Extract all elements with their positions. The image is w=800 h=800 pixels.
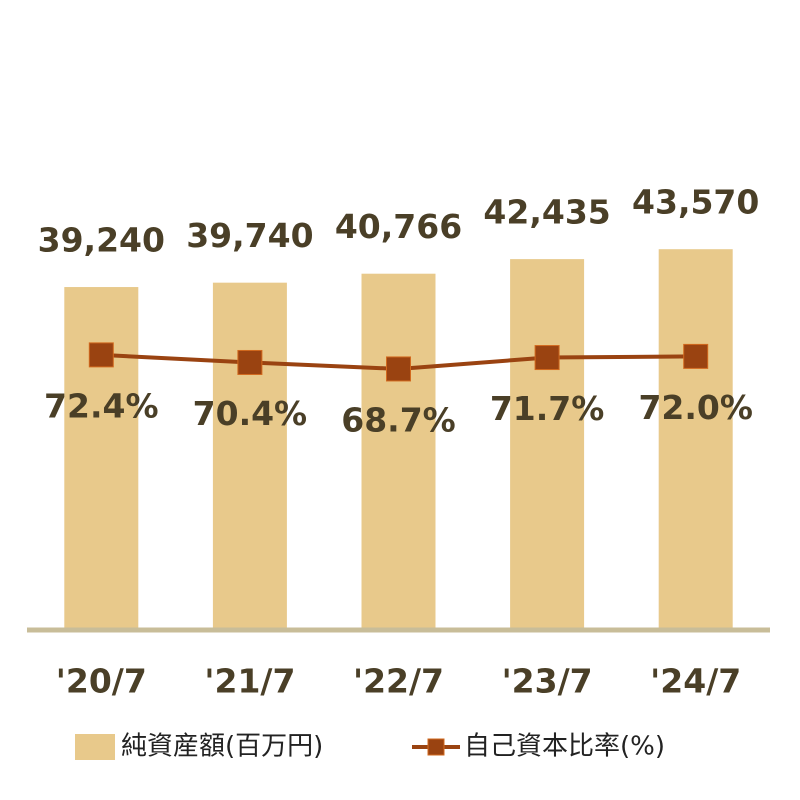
line-value-label: 72.0% bbox=[638, 388, 753, 427]
marker bbox=[88, 342, 114, 368]
bar-value-label: 43,570 bbox=[632, 183, 759, 222]
bar bbox=[212, 282, 287, 630]
legend-marker bbox=[427, 738, 445, 756]
legend-label: 自己資本比率(%) bbox=[464, 732, 665, 762]
bar-value-label: 39,240 bbox=[38, 221, 165, 260]
x-tick-label: '22/7 bbox=[353, 662, 444, 701]
bar-value-label: 40,766 bbox=[335, 207, 462, 246]
legend-swatch bbox=[75, 734, 115, 760]
line-value-label: 72.4% bbox=[44, 386, 159, 425]
marker bbox=[237, 349, 263, 375]
bar-value-label: 39,740 bbox=[186, 216, 313, 255]
marker bbox=[386, 356, 411, 382]
line-value-label: 71.7% bbox=[490, 389, 605, 428]
marker bbox=[683, 343, 709, 369]
x-tick-label: '23/7 bbox=[502, 662, 593, 701]
line-value-label: 70.4% bbox=[193, 394, 308, 433]
bar bbox=[361, 273, 436, 630]
x-tick-label: '21/7 bbox=[204, 662, 295, 701]
bar bbox=[64, 287, 139, 630]
bar bbox=[658, 249, 733, 631]
x-tick-label: '24/7 bbox=[650, 662, 741, 701]
bar-value-label: 42,435 bbox=[483, 193, 610, 232]
bar bbox=[510, 259, 585, 630]
marker bbox=[534, 345, 560, 371]
x-tick-label: '20/7 bbox=[56, 662, 147, 701]
legend-label: 純資産額(百万円) bbox=[121, 732, 323, 762]
line-value-label: 68.7% bbox=[341, 400, 456, 439]
